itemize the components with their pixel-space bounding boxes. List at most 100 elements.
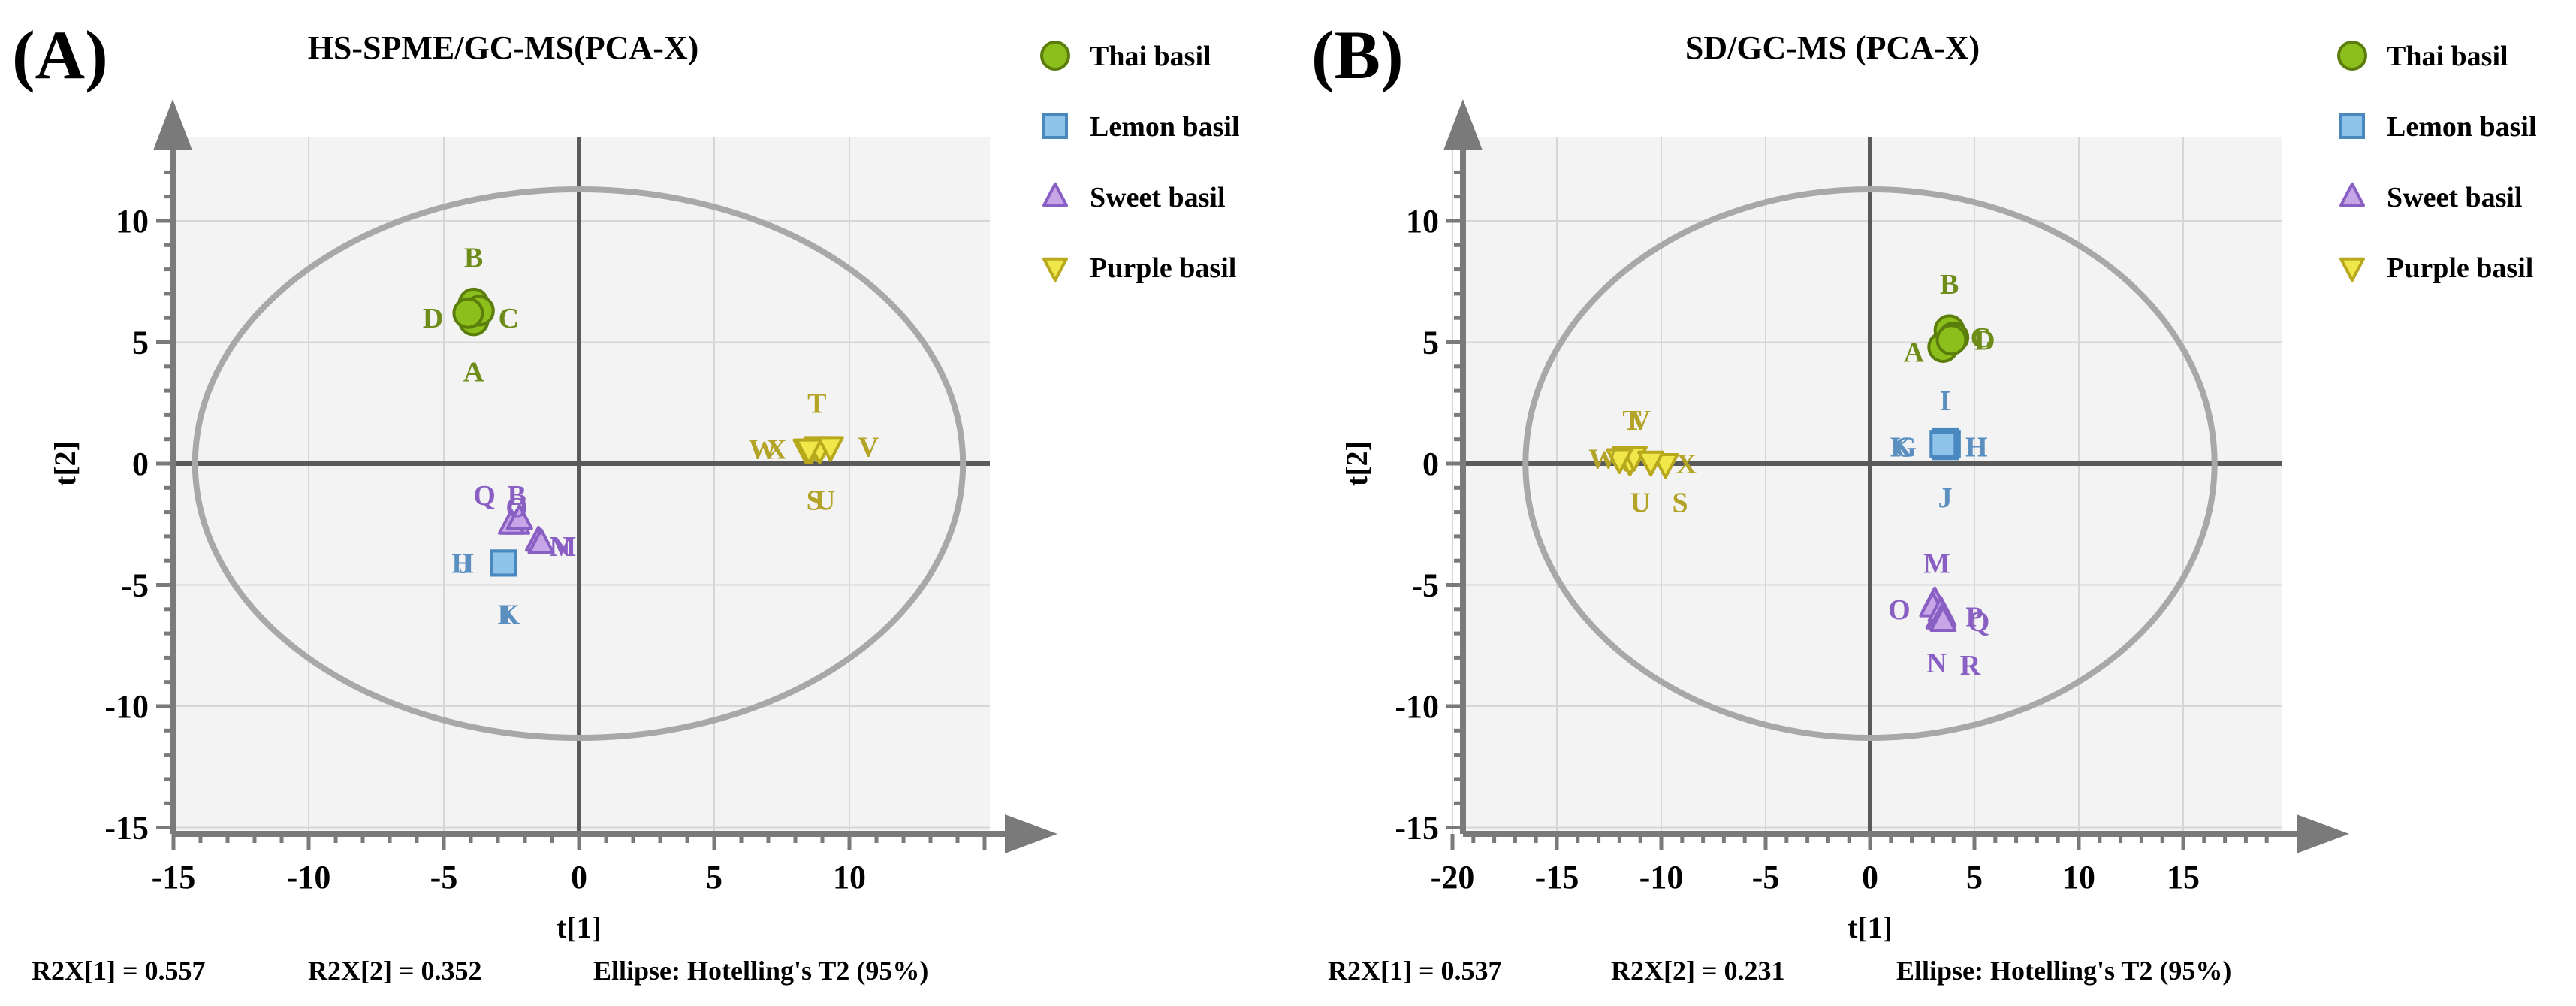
data-point-D: [1935, 324, 1968, 356]
x-tick-label: -15: [152, 859, 196, 896]
legend-label: Thai basil: [1090, 41, 1211, 72]
data-point-R: [1929, 606, 1957, 632]
legend-label: Lemon basil: [2387, 111, 2537, 143]
point-label: W: [1588, 444, 1617, 476]
series-sweet-basil: [1919, 586, 1957, 632]
legend-label: Sweet basil: [2387, 182, 2523, 213]
series-lemon-basil: [490, 549, 517, 577]
x-tick-label: 0: [1862, 859, 1878, 896]
x-tick-label: 5: [1966, 859, 1983, 896]
point-label: R: [1960, 650, 1981, 681]
data-point-K: [1929, 430, 1957, 458]
x-tick-label: 15: [2167, 859, 2200, 896]
data-point-R: [505, 503, 533, 530]
series-sweet-basil: [498, 503, 555, 554]
point-label: D: [1974, 325, 1995, 356]
point-label: I: [500, 599, 511, 630]
y-tick-label: -10: [1395, 688, 1439, 725]
y-axis-label: t[2]: [1340, 441, 1374, 486]
point-label: V: [858, 431, 879, 463]
x-axis-arrow: [2297, 814, 2349, 853]
y-tick-label: 0: [132, 446, 149, 482]
data-point-X: [795, 438, 822, 465]
series-thai-basil: [1927, 314, 1970, 363]
point-label: O: [505, 492, 528, 524]
legend: Thai basil Lemon basil Sweet basil Purple b…: [2337, 41, 2537, 284]
x-tick-label: -15: [1535, 859, 1579, 896]
point-label: H: [451, 548, 474, 579]
y-tick-label: 5: [132, 325, 149, 361]
point-label: U: [1630, 488, 1650, 519]
panel-letter: (A): [12, 17, 108, 93]
point-label: K: [498, 599, 520, 630]
plot-title: HS-SPME/GC-MS(PCA-X): [308, 29, 699, 66]
x-tick-label: -20: [1431, 859, 1475, 896]
data-point-D: [452, 297, 484, 329]
data-point-V: [816, 436, 844, 462]
legend-marker-triangle-down: [2339, 257, 2365, 282]
r2x-1-stat: R2X[1] = 0.537: [1328, 956, 1502, 986]
point-label: Q: [473, 480, 496, 512]
point-label: G: [1894, 431, 1917, 463]
legend-marker-square: [2339, 113, 2365, 139]
y-tick-label: -15: [104, 810, 149, 847]
x-tick-label: 0: [571, 859, 587, 896]
series-thai-basil: [452, 287, 495, 337]
pca-panel-a: -15 -10 -5 0 5 10 10 5 0 -5 -10 -15 t[1] t[2] (A) HS-SP…: [12, 17, 1240, 986]
data-point-W: [1606, 448, 1633, 474]
x-tick-label: 5: [706, 859, 722, 896]
point-label: C: [1971, 322, 1991, 354]
y-axis-arrow: [1443, 99, 1483, 150]
ellipse-caption: Ellipse: Hotelling's T2 (95%): [1896, 956, 2231, 986]
point-label: T: [807, 388, 826, 419]
point-label: S: [807, 485, 822, 516]
point-label: X: [1676, 449, 1697, 480]
x-tick-label: 10: [833, 859, 866, 896]
r2x-1-stat: R2X[1] = 0.557: [32, 956, 206, 986]
legend: Thai basil Lemon basil Sweet basil Purple b…: [1040, 41, 1240, 284]
legend-marker-circle: [1040, 41, 1070, 71]
y-tick-label: -15: [1395, 810, 1439, 847]
point-label: T: [1622, 405, 1641, 437]
y-tick-label: 10: [116, 203, 149, 240]
legend-marker-triangle-up: [2339, 182, 2365, 207]
legend-label: Sweet basil: [1090, 182, 1226, 213]
point-label: U: [815, 485, 835, 516]
y-tick-label: 0: [1422, 446, 1439, 482]
plot-title: SD/GC-MS (PCA-X): [1685, 29, 1980, 66]
point-label: P: [1965, 601, 1983, 633]
point-label: O: [1888, 594, 1911, 626]
legend-label: Purple basil: [2387, 252, 2533, 284]
point-label: B: [464, 242, 483, 273]
point-label: I: [1940, 385, 1951, 417]
series-purple-basil: [792, 436, 844, 465]
x-tick-label: -5: [430, 859, 458, 896]
y-tick-label: -5: [1411, 567, 1439, 604]
legend-marker-circle: [2337, 41, 2367, 71]
data-point-X: [1637, 450, 1665, 477]
point-label: J: [458, 548, 472, 579]
series-lemon-basil: [1929, 427, 1961, 461]
point-label: A: [463, 356, 484, 388]
y-tick-label: -10: [104, 688, 149, 725]
x-axis-arrow: [1005, 814, 1057, 853]
data-point-N: [527, 528, 555, 554]
point-label: M: [1923, 548, 1950, 579]
x-tick-label: 10: [2062, 859, 2095, 896]
point-label: C: [499, 303, 519, 334]
point-label: B: [508, 480, 526, 512]
legend-marker-triangle-down: [1042, 257, 1068, 282]
hotelling-ellipse: [1522, 186, 2218, 741]
point-label: D: [423, 303, 443, 334]
y-tick-label: -5: [121, 567, 149, 604]
point-label: X: [766, 434, 786, 466]
point-label: K: [1890, 431, 1913, 463]
x-tick-label: -10: [1639, 859, 1684, 896]
point-label: A: [1904, 337, 1925, 368]
point-label: M: [549, 531, 576, 563]
point-label: H: [1965, 431, 1988, 463]
hotelling-ellipse: [192, 186, 967, 741]
legend-marker-triangle-up: [1042, 182, 1068, 207]
y-tick-label: 10: [1406, 203, 1439, 240]
